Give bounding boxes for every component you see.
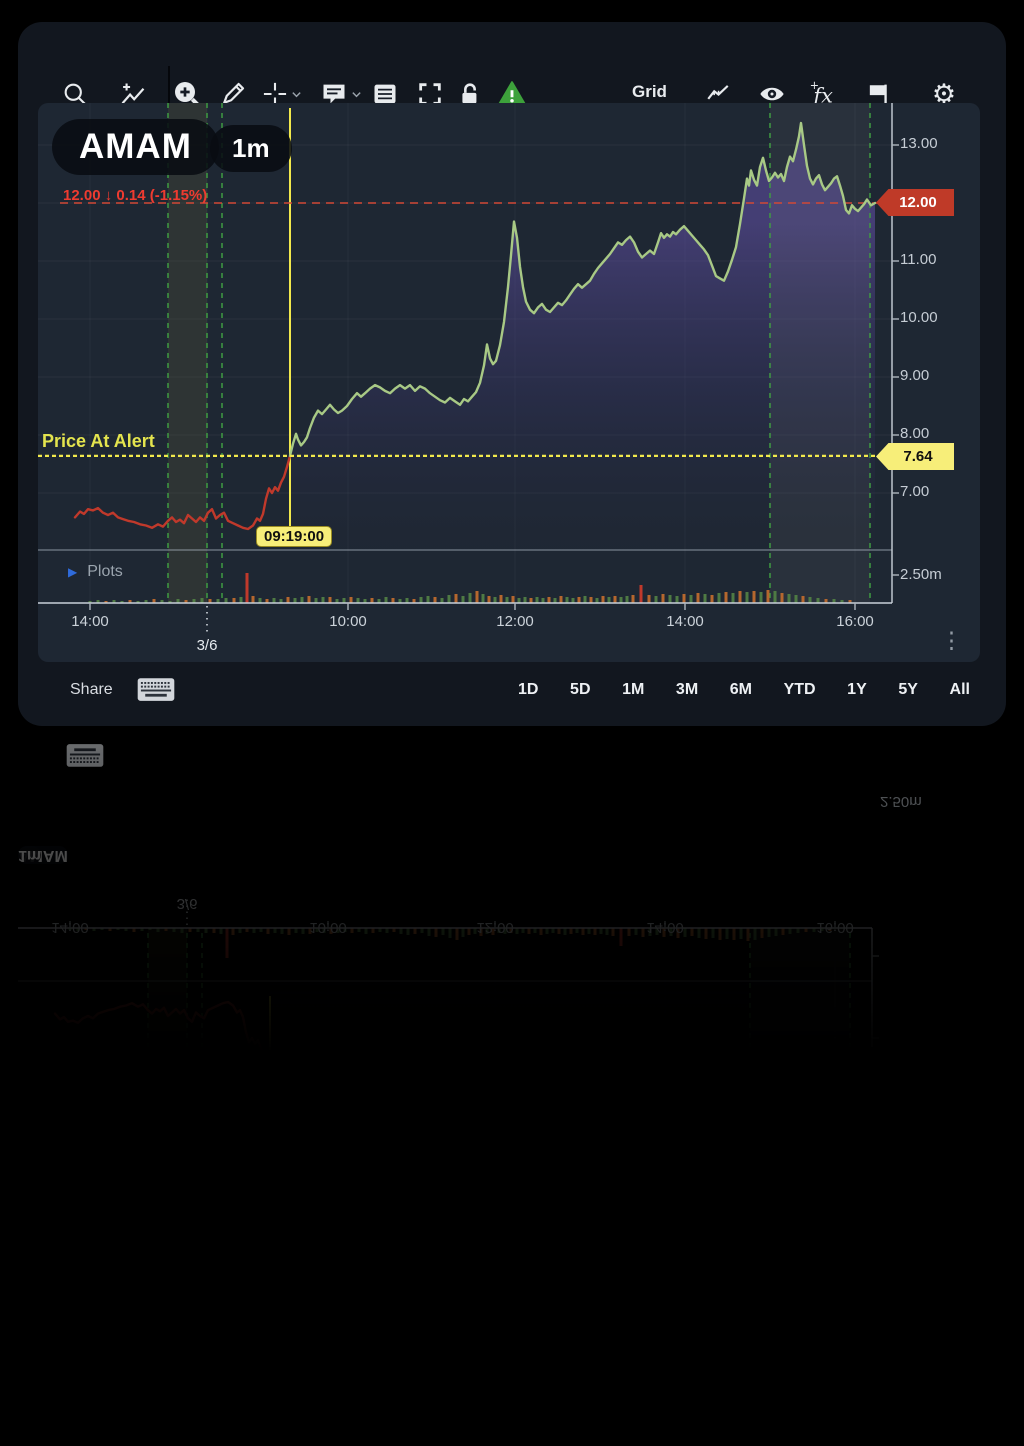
- x-tick-label: 3/6: [177, 895, 198, 912]
- more-menu-icon: ⋮: [18, 770, 960, 790]
- range-button-ytd[interactable]: YTD: [784, 681, 816, 699]
- chart-panel: AMAM 1m 12.00 ↓ 0.14 (-1.15%) Price At A…: [18, 770, 960, 1428]
- y-tick-label: 13.00: [880, 1397, 950, 1414]
- page-background: Grid +ƒx⚙ AMAM 1m 12.00 ↓ 0.14 (-1.15%) …: [0, 0, 1024, 1024]
- price-at-alert-label: Price At Alert: [18, 828, 960, 846]
- draw-icon: [213, 1352, 253, 1396]
- fullscreen-icon: [410, 1352, 450, 1396]
- y-tick-label: 13.00: [900, 135, 970, 152]
- range-button-3m[interactable]: 3M: [676, 681, 698, 699]
- x-tick-label: 10:00: [309, 919, 347, 936]
- flag-icon: [858, 1352, 898, 1396]
- x-tick-label: 3/6: [197, 637, 218, 654]
- interval-pill[interactable]: 1m: [210, 125, 292, 172]
- x-tick-label: 14:00: [646, 919, 684, 936]
- range-selector: 1D 5D 1M 3M 6M YTD 1Y 5Y All: [518, 681, 970, 699]
- share-button: Share: [18, 738, 61, 755]
- share-button[interactable]: Share: [70, 681, 113, 699]
- y-tick-label: 7.00: [880, 1049, 950, 1066]
- symbol-pill[interactable]: AMAM: [52, 119, 219, 175]
- alert-time-badge: 09:19:00: [256, 526, 332, 547]
- price-line-down: [55, 1002, 270, 1075]
- x-tick-label: 14:00: [71, 613, 109, 630]
- zoom-in-icon: [167, 1352, 207, 1396]
- x-tick-label: 16:00: [836, 613, 874, 630]
- search-icon: [55, 1352, 95, 1396]
- x-tick-label: 10:00: [329, 613, 367, 630]
- last-price-badge: 12.00: [856, 783, 934, 810]
- gear-icon: ⚙: [924, 1352, 964, 1396]
- grid-button: Grid: [18, 1429, 48, 1446]
- plots-toggle: ▶ Plots: [18, 790, 960, 810]
- eye-icon: [752, 1352, 792, 1396]
- keyboard-icon[interactable]: [136, 675, 176, 708]
- more-menu-icon[interactable]: ⋮: [940, 627, 963, 654]
- y-tick-label: 10.00: [880, 1223, 950, 1240]
- plots-label: Plots: [87, 563, 123, 581]
- price-change-readout: 12.00 ↓ 0.14 (-1.15%): [18, 846, 960, 864]
- volume-axis-label: 2.50m: [880, 793, 950, 810]
- trend-mode-icon: [698, 1352, 738, 1396]
- symbol-pill: AMAM: [18, 846, 68, 864]
- comment-icon: [312, 1352, 368, 1396]
- x-tick-label: 12:00: [496, 613, 534, 630]
- window-reflection: Grid +ƒx ⚙ AMAM 1m 12.00 ↓ 0.14 (-1.15%) …: [18, 742, 1006, 1446]
- last-price-badge: 12.00: [876, 189, 954, 216]
- y-tick-label: 8.00: [880, 1107, 950, 1124]
- price-chart: [18, 869, 960, 1428]
- expand-triangle-icon: ▶: [68, 565, 77, 579]
- grid-button[interactable]: Grid: [632, 82, 667, 102]
- trading-app-window: Grid +ƒx⚙ AMAM 1m 12.00 ↓ 0.14 (-1.15%) …: [18, 22, 1006, 726]
- chart-panel[interactable]: AMAM 1m 12.00 ↓ 0.14 (-1.15%) Price At A…: [38, 103, 980, 662]
- y-tick-label: 8.00: [900, 425, 970, 442]
- add-indicator-icon: [113, 1352, 153, 1396]
- interval-pill: 1m: [18, 846, 41, 864]
- alert-price-badge: 7.64: [856, 783, 934, 810]
- volume-axis-label: 2.50m: [900, 566, 970, 583]
- alert-price-badge[interactable]: 7.64: [876, 443, 954, 470]
- range-button-5y[interactable]: 5Y: [898, 681, 918, 699]
- svg-text:ƒx: ƒx: [809, 1360, 833, 1384]
- price-at-alert-label: Price At Alert: [42, 431, 155, 452]
- range-button-5d[interactable]: 5D: [570, 681, 590, 699]
- range-button-6m[interactable]: 6M: [730, 681, 752, 699]
- function-icon: +ƒx: [802, 1352, 842, 1396]
- x-tick-label: 12:00: [476, 919, 514, 936]
- svg-text:+: +: [810, 1376, 819, 1389]
- keyboard-icon: [65, 738, 105, 755]
- y-tick-label: 9.00: [880, 1165, 950, 1182]
- price-change-readout: 12.00 ↓ 0.14 (-1.15%): [63, 187, 207, 204]
- x-tick-label: 14:00: [666, 613, 704, 630]
- y-tick-label: 11.00: [900, 251, 970, 268]
- alert-warning-icon: [492, 1352, 532, 1396]
- crosshair-icon: [253, 1352, 309, 1396]
- range-button-1d[interactable]: 1D: [518, 681, 538, 699]
- lock-icon: [450, 1352, 490, 1396]
- price-line-up: [270, 1075, 855, 1408]
- toolbar-divider: [168, 1350, 170, 1402]
- x-tick-label: 14:00: [51, 919, 89, 936]
- range-button-1m[interactable]: 1M: [622, 681, 644, 699]
- alert-time-badge: 09:19:00: [18, 810, 960, 828]
- list-icon: [365, 1352, 405, 1396]
- plots-label: Plots: [35, 791, 71, 808]
- expand-triangle-icon: ▶: [18, 791, 30, 808]
- y-tick-label: 9.00: [900, 367, 970, 384]
- y-tick-label: 10.00: [900, 309, 970, 326]
- y-tick-label: 11.00: [880, 1281, 950, 1298]
- range-button-all[interactable]: All: [950, 681, 970, 699]
- range-button-1y[interactable]: 1Y: [847, 681, 867, 699]
- x-tick-label: 16:00: [816, 919, 854, 936]
- area-fill: [270, 981, 855, 1408]
- trading-app-window: Grid +ƒx⚙ AMAM 1m 12.00 ↓ 0.14 (-1.15%) …: [18, 719, 960, 1446]
- y-tick-label: 7.00: [900, 483, 970, 500]
- plots-toggle[interactable]: ▶ Plots: [68, 563, 123, 581]
